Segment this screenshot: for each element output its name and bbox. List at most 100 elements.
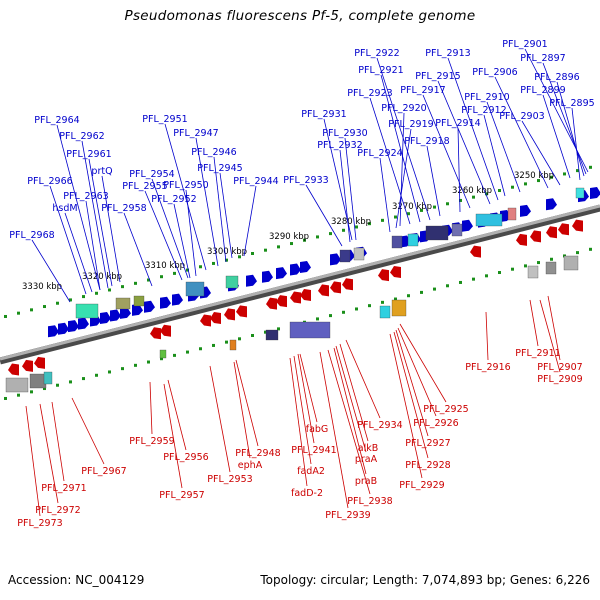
gene-leader-line — [339, 149, 351, 243]
gene-label: PFL_2972 — [35, 403, 81, 516]
tick-dot — [160, 275, 163, 279]
reverse-gene-arrow — [342, 278, 353, 291]
reverse-gene-arrow — [530, 230, 541, 243]
gene-leader-line — [297, 353, 315, 444]
feature-block — [29, 373, 47, 389]
tick-dot — [303, 238, 306, 242]
tick-dot — [95, 373, 98, 377]
gene-label: PFL_2955 — [122, 181, 183, 281]
forward-gene-arrow — [590, 187, 600, 200]
gene-label-text: PFL_2953 — [207, 474, 252, 485]
gene-label: PFL_2959 — [129, 381, 175, 447]
gene-label-text: fabG — [306, 424, 329, 435]
tick-dot — [394, 215, 397, 219]
gene-label: PFL_2961 — [66, 149, 113, 287]
tick-dot — [329, 232, 332, 236]
gene-leader-line — [64, 212, 93, 293]
gene-label: PFL_2968 — [9, 230, 71, 303]
reverse-gene-arrow — [200, 314, 211, 327]
accession-text: Accession: NC_004129 — [8, 573, 145, 587]
forward-gene-arrow — [262, 270, 273, 283]
forward-gene-arrow — [246, 274, 257, 287]
gene-label-text: PFL_2919 — [388, 119, 433, 130]
gene-label-text: PFL_2918 — [404, 136, 449, 147]
gene-leader-line — [494, 76, 549, 189]
tick-dot — [264, 248, 267, 252]
forward-gene-arrow — [546, 198, 557, 211]
forward-gene-arrow — [276, 267, 287, 280]
tick-dot — [82, 295, 85, 299]
gene-label-text: PFL_2950 — [163, 180, 208, 191]
gene-leader-line — [213, 156, 227, 263]
tick-dot — [537, 261, 540, 265]
gene-leader-line — [25, 405, 41, 517]
gene-label: PFL_2932 — [317, 140, 363, 243]
gene-label-text: alkB — [358, 443, 378, 454]
gene-label: PFL_2957 — [159, 383, 205, 501]
tick-dot — [342, 310, 345, 314]
reverse-gene-arrow — [276, 295, 287, 308]
scale-label: 3300 kbp — [207, 247, 247, 257]
reverse-gene-arrow — [290, 291, 301, 304]
gene-label-text: PFL_2921 — [358, 65, 403, 76]
tick-dot — [238, 255, 241, 259]
reverse-gene-arrow — [266, 297, 277, 310]
feature-block — [229, 339, 237, 351]
gene-label: PFL_2899 — [520, 85, 571, 179]
gene-label: fadA2 — [293, 355, 325, 477]
gene-label: PFL_2948 — [235, 359, 281, 459]
gene-leader-line — [289, 357, 308, 487]
gene-label: PFL_2971 — [41, 401, 87, 494]
scale-label: 3260 kbp — [452, 186, 492, 196]
gene-label: PFL_2941 — [291, 353, 337, 456]
forward-gene-arrow — [110, 309, 121, 322]
tick-dot — [225, 340, 228, 344]
gene-leader-line — [144, 190, 183, 281]
gene-leader-line — [71, 397, 105, 465]
tick-dot — [355, 307, 358, 311]
gene-label: PFL_2920 — [381, 103, 427, 227]
gene-label: hsdM — [52, 203, 93, 293]
gene-label-text: PFL_2925 — [423, 404, 468, 415]
reverse-gene-arrow — [224, 308, 235, 321]
feature-block — [225, 275, 239, 289]
tick-dot — [485, 192, 488, 196]
tick-dot — [43, 305, 46, 309]
tick-dot — [186, 268, 189, 272]
tick-dot — [524, 182, 527, 186]
gene-leader-line — [422, 94, 471, 209]
gene-leader-line — [149, 381, 153, 435]
gene-label: PFL_2954 — [129, 169, 189, 279]
gene-label-text: hsdM — [52, 203, 77, 214]
gene-label: PFL_2912 — [461, 105, 507, 197]
reverse-gene-arrow — [558, 223, 569, 236]
tick-dot — [316, 317, 319, 321]
gene-leader-line — [173, 203, 191, 279]
gene-leader-line — [219, 172, 233, 259]
reverse-gene-arrow — [160, 324, 171, 337]
tick-dot — [316, 235, 319, 239]
gene-label: PFL_2919 — [388, 119, 434, 229]
tick-dot — [251, 251, 254, 255]
tick-dot — [485, 274, 488, 278]
gene-label: PFL_2930 — [322, 128, 368, 241]
reverse-gene-arrow — [210, 311, 221, 324]
tick-dot — [212, 261, 215, 265]
reverse-gene-arrow — [390, 266, 401, 279]
gene-label: PFL_2945 — [197, 163, 243, 259]
tick-dot — [134, 281, 137, 285]
feature-block — [575, 187, 585, 199]
gene-leader-line — [31, 239, 71, 303]
tick-dot — [472, 195, 475, 199]
gene-leader-line — [539, 299, 561, 373]
tick-dot — [212, 343, 215, 347]
gene-leader-line — [369, 97, 411, 225]
gene-label-text: PFL_2915 — [415, 71, 460, 82]
gene-leader-line — [335, 345, 367, 453]
gene-label-text: PFL_2920 — [381, 103, 426, 114]
gene-label-text: PFL_2959 — [129, 436, 174, 447]
gene-label: PFL_2921 — [358, 65, 421, 223]
tick-dot — [290, 242, 293, 246]
gene-label-text: PFL_2961 — [66, 149, 111, 160]
gene-label-text: PFL_2910 — [464, 92, 509, 103]
